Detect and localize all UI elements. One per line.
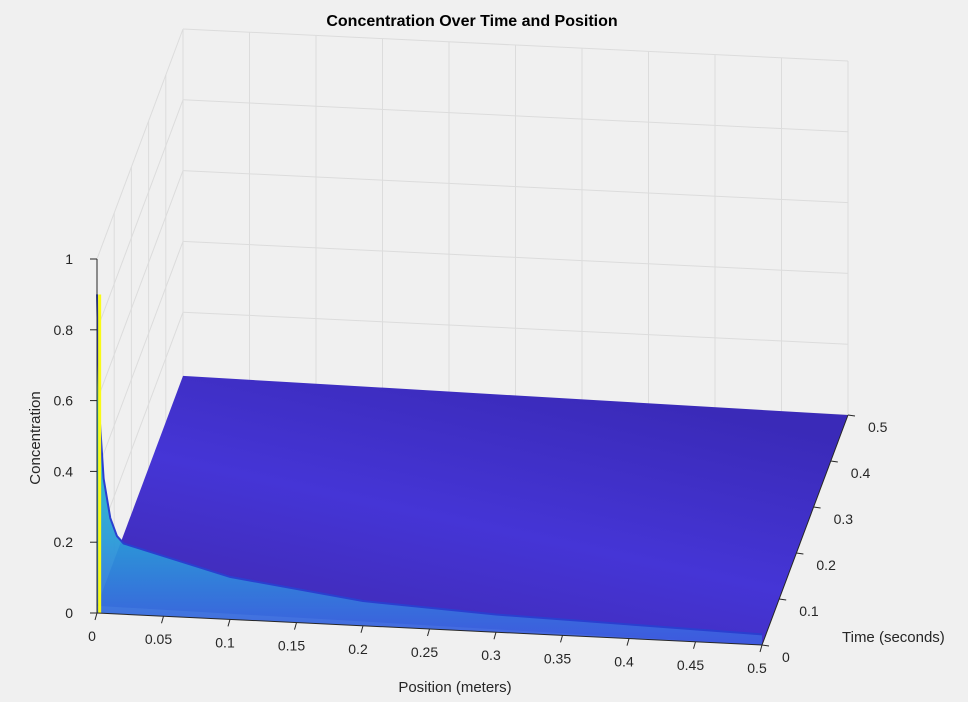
x-tick-mark — [626, 638, 630, 646]
z-tick-label: 1 — [65, 251, 73, 267]
back-wall-gridline — [182, 170, 849, 204]
y-tick-mark — [761, 644, 770, 647]
side-wall-gridline — [96, 28, 184, 260]
y-axis-label: Time (seconds) — [842, 629, 945, 646]
x-tick-mark — [360, 625, 364, 633]
z-tick-label: 0.8 — [54, 322, 74, 338]
y-tick-label: 0.3 — [834, 511, 854, 527]
back-wall-gridline — [182, 28, 849, 62]
surface-front-edge — [96, 294, 763, 636]
x-tick-label: 0.5 — [747, 660, 767, 676]
x-tick-label: 0.2 — [348, 641, 368, 657]
x-tick-mark — [560, 635, 563, 643]
back-wall-gridline — [182, 240, 849, 274]
y-tick-mark — [847, 414, 856, 417]
side-wall-gridline — [96, 170, 184, 401]
x-tick-label: 0.1 — [215, 634, 235, 650]
x-tick-mark — [427, 628, 430, 637]
z-tick-label: 0.2 — [54, 534, 74, 550]
side-wall-gridline — [96, 99, 184, 330]
side-wall-gridline — [96, 241, 184, 472]
x-tick-label: 0 — [88, 628, 96, 644]
surface-floor — [97, 375, 848, 645]
z-tick-label: 0 — [65, 605, 73, 621]
back-wall-gridline — [182, 99, 849, 133]
y-axis-line — [761, 414, 849, 646]
x-tick-mark — [759, 644, 763, 653]
y-tick-mark — [830, 460, 838, 463]
y-tick-label: 0.5 — [868, 419, 888, 435]
x-tick-mark — [94, 612, 98, 621]
y-tick-label: 0.1 — [799, 603, 819, 619]
chart-title: Concentration Over Time and Position — [326, 13, 617, 30]
y-tick-mark — [779, 598, 787, 601]
x-axis-label: Position (meters) — [398, 679, 511, 696]
x-tick-mark — [294, 622, 297, 630]
x-tick-mark — [161, 616, 164, 624]
z-axis-label: Concentration — [27, 391, 44, 484]
y-tick-label: 0.4 — [851, 465, 871, 481]
y-tick-label: 0 — [782, 649, 790, 665]
x-tick-label: 0.45 — [677, 657, 704, 673]
x-tick-label: 0.15 — [278, 638, 305, 654]
x-tick-label: 0.05 — [145, 631, 172, 647]
back-wall-gridline — [182, 311, 849, 345]
y-tick-mark — [813, 506, 821, 509]
x-tick-label: 0.25 — [411, 644, 438, 660]
x-tick-label: 0.4 — [614, 654, 634, 670]
z-tick-label: 0.6 — [54, 393, 74, 409]
y-tick-label: 0.2 — [816, 557, 836, 573]
x-tick-label: 0.3 — [481, 647, 501, 663]
side-wall-gridline — [96, 312, 184, 543]
x-tick-label: 0.35 — [544, 650, 571, 666]
x-tick-mark — [227, 619, 231, 627]
z-tick-label: 0.4 — [54, 463, 74, 479]
surface-boundary-ridge — [97, 294, 762, 645]
x-tick-mark — [493, 632, 497, 640]
x-tick-mark — [693, 641, 696, 649]
y-tick-mark — [796, 552, 804, 555]
